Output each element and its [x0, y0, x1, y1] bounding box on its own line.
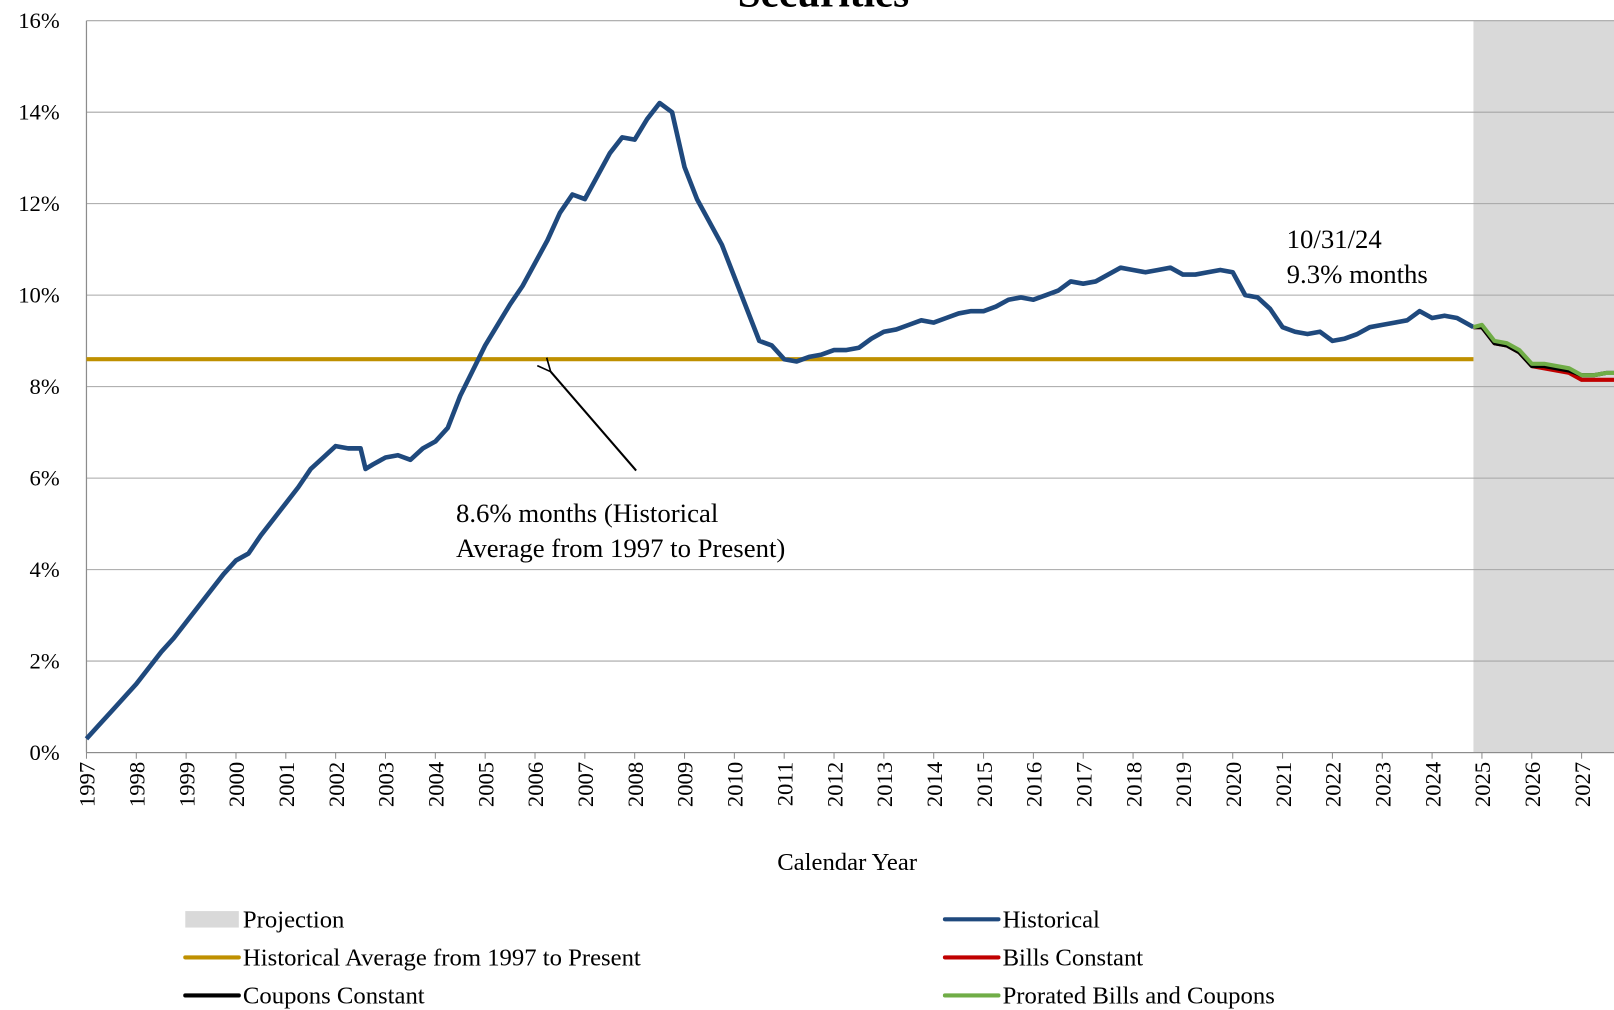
x-tick-label: 2008 — [623, 762, 648, 807]
legend-label: Projection — [243, 907, 344, 934]
x-tick-label: 2014 — [922, 762, 947, 807]
y-tick-label: 12% — [18, 191, 60, 216]
y-tick-label: 2% — [30, 648, 60, 673]
legend-label: Historical — [1003, 907, 1100, 934]
x-tick-label: 2002 — [324, 762, 349, 807]
x-tick-label: 2027 — [1570, 762, 1595, 807]
x-tick-label: 2006 — [523, 762, 548, 807]
x-tick-label: 2026 — [1520, 762, 1545, 807]
x-tick-label: 2005 — [473, 762, 498, 807]
legend-swatch — [185, 911, 239, 928]
x-tick-label: 1998 — [125, 762, 150, 807]
annotation: 8.6% months (Historical — [456, 498, 718, 528]
x-tick-label: 2011 — [772, 762, 797, 806]
y-tick-label: 14% — [18, 99, 60, 124]
x-tick-label: 2003 — [374, 762, 399, 807]
x-tick-label: 2015 — [972, 762, 997, 807]
annotation: Average from 1997 to Present) — [456, 533, 785, 563]
legend-label: Historical Average from 1997 to Present — [243, 945, 641, 972]
y-tick-label: 8% — [30, 374, 60, 399]
x-tick-label: 2021 — [1271, 762, 1296, 807]
annotation: 9.3% months — [1287, 259, 1428, 289]
x-tick-label: 2016 — [1022, 762, 1047, 807]
x-tick-label: 2019 — [1171, 762, 1196, 807]
annotation-arrow — [551, 372, 637, 472]
x-tick-label: 2013 — [872, 762, 897, 807]
x-tick-label: 2009 — [673, 762, 698, 807]
y-tick-label: 0% — [30, 740, 60, 765]
x-tick-label: 2018 — [1121, 762, 1146, 807]
x-tick-label: 2004 — [424, 762, 449, 807]
x-tick-label: 2000 — [224, 762, 249, 807]
x-tick-label: 2017 — [1071, 762, 1096, 807]
x-tick-label: 1997 — [75, 762, 100, 807]
legend-label: Prorated Bills and Coupons — [1003, 983, 1275, 1010]
x-tick-label: 2007 — [573, 762, 598, 807]
series-line — [1472, 322, 1614, 378]
annotation: 10/31/24 — [1287, 224, 1382, 254]
y-tick-label: 6% — [30, 465, 60, 490]
y-tick-label: 10% — [18, 282, 60, 307]
x-tick-label: 2025 — [1470, 762, 1495, 807]
y-tick-label: 16% — [18, 8, 60, 33]
x-tick-label: 2001 — [274, 762, 299, 807]
x-tick-label: 2012 — [822, 762, 847, 807]
legend-label: Bills Constant — [1003, 945, 1144, 972]
x-tick-label: 2022 — [1321, 762, 1346, 807]
x-tick-label: 2010 — [723, 762, 748, 807]
series-line — [84, 100, 1475, 741]
legend-label: Coupons Constant — [243, 983, 425, 1010]
x-tick-label: 1999 — [174, 762, 199, 807]
x-axis-label: Calendar Year — [777, 849, 917, 876]
x-tick-label: 2020 — [1221, 762, 1246, 807]
chart-title: Securities — [738, 0, 909, 15]
x-tick-label: 2024 — [1420, 762, 1445, 807]
y-tick-label: 4% — [30, 557, 60, 582]
x-tick-label: 2023 — [1370, 762, 1395, 807]
